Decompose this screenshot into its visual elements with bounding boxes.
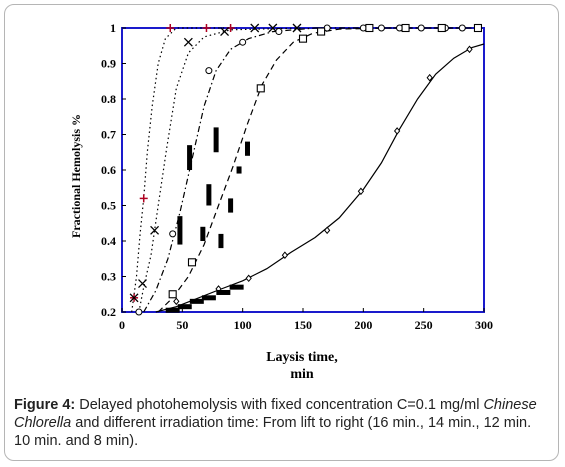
series-3-point [205, 67, 213, 75]
series-4-point [473, 23, 483, 33]
x-tick-label: 50 [176, 318, 188, 332]
axes-layer [121, 27, 485, 313]
series-5-point [173, 297, 180, 306]
y-tick-label: 0.7 [101, 128, 116, 142]
series-2-point [129, 293, 139, 303]
x-tick-label: 200 [354, 318, 372, 332]
y-tick-label: 0.2 [101, 305, 116, 319]
y-tick-label: 0.5 [101, 199, 116, 213]
error-bar [177, 216, 183, 245]
figure-label: Figure 4: [14, 397, 76, 413]
error-bar [236, 166, 242, 174]
caption-text-1: Delayed photohemolysis with fixed concen… [75, 397, 484, 413]
y-tick-label: 0.6 [101, 163, 116, 177]
series-3-point [169, 230, 177, 238]
baseline-step-marker [165, 307, 180, 313]
curves-layer [131, 27, 485, 313]
y-tick-label: 0.3 [101, 270, 116, 284]
x-tick-label: 250 [415, 318, 433, 332]
figure-frame [4, 4, 559, 461]
ticks-layer: 0 50 100 150 200 250 300 0.2 0.3 0.4 0.5 0.6 0.7 0.8 0… [101, 21, 493, 332]
series-3-point [135, 308, 143, 316]
series-1-point [202, 24, 211, 32]
series-4-point [317, 27, 326, 36]
series-2-point [150, 225, 160, 235]
error-bar [213, 127, 219, 153]
x-tick-label: 100 [234, 318, 252, 332]
series-2-point [138, 279, 147, 289]
error-bar [244, 141, 250, 156]
y-tick-label: 0.9 [101, 57, 116, 71]
series-3-point [417, 24, 425, 32]
y-tick-label: 0.8 [101, 92, 116, 106]
baseline-step-marker [189, 298, 204, 304]
series-4-point [298, 34, 308, 43]
series-3-point [275, 28, 283, 36]
caption-species: Chinese Chlorella [14, 397, 537, 431]
error-bar [228, 198, 234, 213]
series-3-point [239, 38, 247, 46]
series-2-curve [138, 27, 304, 313]
series-1-point [139, 194, 148, 203]
series-2-point [220, 27, 230, 37]
y-tick-label: 0.4 [101, 234, 116, 248]
series-3-point [458, 24, 466, 32]
x-tick-label: 300 [475, 318, 493, 332]
x-tick-label: 150 [294, 318, 312, 332]
x-axis-label-line1: Laysis time, [266, 350, 338, 365]
series-4-point [365, 23, 374, 33]
series-1-point [166, 24, 175, 32]
series-3-point [377, 24, 385, 32]
series-5-point [393, 127, 401, 135]
error-bar [218, 233, 224, 249]
figure-caption: Figure 4: Delayed photohemolysis with fi… [14, 396, 546, 450]
photohemolysis-chart: 0 50 100 150 200 250 300 0.2 0.3 0.4 0.5 0.6 0.7 0.8 0… [69, 21, 493, 382]
series-5-point [323, 226, 331, 235]
series-4-point [187, 258, 197, 267]
series-2-point [250, 23, 260, 33]
baseline-step-markers [165, 284, 244, 313]
baseline-step-marker [229, 284, 244, 290]
y-tick-label: 1 [110, 21, 116, 35]
series-5-point [281, 251, 289, 259]
series-4-point [256, 84, 265, 93]
series-3-curve [143, 27, 466, 313]
series-5-point [466, 45, 473, 54]
series-4-point [401, 23, 410, 33]
error-bar [187, 145, 193, 170]
series-5-point [357, 187, 365, 196]
series-2-point [292, 23, 302, 33]
baseline-step-marker [201, 295, 216, 301]
series-5-point [245, 274, 252, 283]
series-5-curve [155, 43, 485, 313]
caption-text-2: and different irradiation time: From lif… [14, 415, 532, 449]
series-2-point [183, 37, 193, 47]
markers-layer [129, 23, 483, 316]
y-axis-label: Fractional Hemolysis % [69, 114, 83, 238]
baseline-step-marker [177, 304, 192, 310]
series-4-point [437, 23, 446, 33]
error-bar [206, 184, 212, 206]
series-1-curve [131, 27, 237, 313]
series-5-point [426, 73, 433, 82]
error-bar [200, 226, 206, 241]
baseline-step-marker [216, 289, 231, 295]
series-4-curve [157, 27, 482, 313]
x-tick-label: 0 [119, 318, 125, 332]
plot-frame [121, 27, 485, 313]
series-4-point [168, 290, 177, 299]
x-axis-label-line2: min [290, 367, 314, 382]
